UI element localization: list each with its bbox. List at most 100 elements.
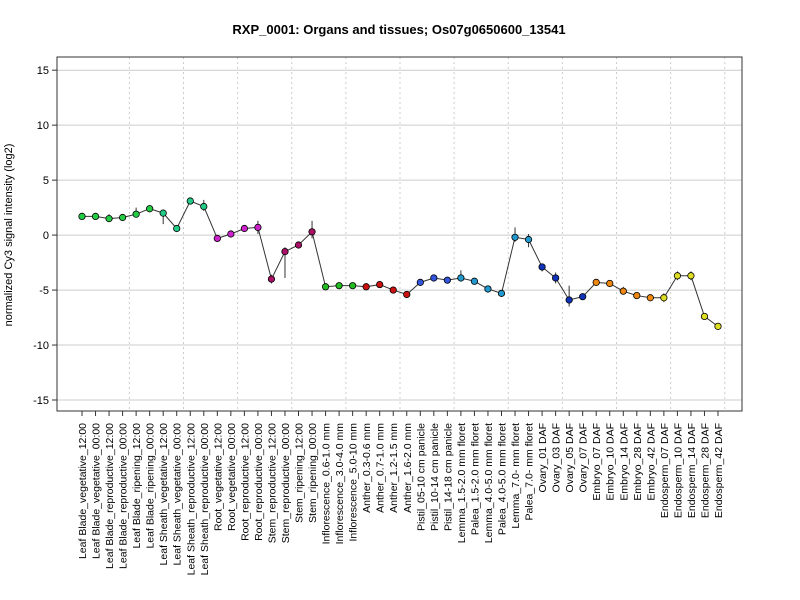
x-tick-label: Pistil_14-18 cm panicle: [442, 423, 454, 531]
data-point: [308, 228, 316, 236]
x-tick-label: Pistil_05-10 cm panicle: [415, 423, 427, 531]
data-point: [619, 287, 627, 295]
y-axis-label: normalized Cy3 signal intensity (log2): [3, 144, 15, 327]
x-tick-label: Root_reproductive_12:00: [239, 423, 251, 541]
data-point: [511, 233, 519, 241]
data-point: [349, 282, 357, 290]
x-tick-label: Leaf Sheath_vegetative_12:00: [158, 423, 170, 566]
data-point: [565, 296, 573, 304]
x-tick-label: Lemma_7.0- mm floret: [510, 423, 522, 529]
y-tick-label: -5: [39, 285, 49, 297]
data-point: [118, 213, 127, 222]
x-tick-label: Inflorescence_0.6-1.0 mm: [321, 423, 333, 545]
x-tick-label: Endosperm_14 DAF: [686, 423, 698, 518]
x-tick-label: Stem_ripening_00:00: [307, 423, 319, 523]
x-tick-label: Embryo_07 DAF: [591, 423, 603, 501]
x-tick-label: Leaf Sheath_reproductive_00:00: [199, 423, 211, 576]
data-point: [321, 283, 330, 291]
x-tick-label: Endosperm_28 DAF: [699, 423, 711, 518]
x-tick-label: Palea_1.5-2.0 mm floret: [469, 423, 481, 535]
y-tick-label: 0: [43, 230, 49, 242]
y-tick-label: 5: [43, 175, 49, 187]
x-tick-label: Endosperm_42 DAF: [713, 423, 725, 518]
x-tick-label: Embryo_10 DAF: [605, 423, 617, 501]
data-point: [430, 274, 438, 282]
data-point: [524, 235, 533, 244]
data-point: [673, 272, 682, 280]
x-tick-label: Stem_ripening_12:00: [294, 423, 306, 523]
data-point: [186, 197, 194, 205]
data-point: [538, 263, 546, 271]
data-point: [700, 312, 709, 321]
x-tick-label: Anther_0.3-0.6 mm: [361, 423, 373, 513]
data-point: [105, 215, 113, 223]
x-tick-label: Inflorescence_3.0-4.0 mm: [334, 423, 346, 545]
x-tick-label: Root_vegetative_00:00: [226, 423, 238, 531]
data-point: [335, 282, 343, 290]
y-axis: -15 -10 -5 0 5 10 15: [33, 65, 57, 407]
data-point: [687, 272, 695, 280]
data-point: [91, 212, 100, 221]
x-tick-label: Palea_4.0-5.0 mm floret: [496, 423, 508, 535]
y-tick-label: 15: [37, 65, 49, 77]
data-point: [78, 212, 86, 221]
data-point: [633, 291, 641, 300]
data-points: [78, 197, 722, 330]
data-point: [173, 224, 181, 233]
data-point: [294, 241, 303, 249]
data-point: [470, 277, 479, 285]
x-tick-label: Inflorescence_5.0-10 mm: [348, 423, 360, 542]
y-tick-label: -10: [33, 340, 49, 352]
x-tick-label: Root_reproductive_00:00: [253, 423, 265, 541]
x-tick-label: Leaf Sheath_reproductive_12:00: [185, 423, 197, 576]
x-tick-label: Leaf Blade_ripening_00:00: [145, 423, 157, 549]
x-tick-label: Leaf Blade_ripening_12:00: [131, 423, 143, 549]
x-tick-label: Stem_reproductive_00:00: [280, 423, 292, 543]
data-point: [146, 205, 154, 213]
x-tick-label: Anther_1.6-2.0 mm: [402, 423, 414, 513]
x-tick-label: Leaf Blade_reproductive_12:00: [104, 423, 116, 569]
x-tick-label: Anther_1.2-1.5 mm: [388, 423, 400, 513]
y-tick-label: -15: [33, 395, 49, 407]
data-point: [254, 223, 262, 232]
plot-frame: [56, 56, 743, 412]
x-tick-label: Ovary_05 DAF: [564, 423, 576, 492]
y-tick-label: 10: [37, 120, 49, 132]
data-point: [362, 283, 370, 291]
x-tick-label: Embryo_14 DAF: [618, 423, 630, 501]
data-point: [484, 285, 492, 293]
x-tick-label: Embryo_42 DAF: [645, 423, 657, 501]
x-tick-label: Lemma_1.5-2.0 mm floret: [456, 423, 468, 543]
x-tick-label: Leaf Blade_vegetative_12:00: [77, 423, 89, 559]
x-tick-label: Embryo_28 DAF: [632, 423, 644, 501]
data-point: [660, 294, 668, 302]
data-point: [552, 274, 560, 282]
data-point: [389, 286, 397, 294]
chart-title: RXP_0001: Organs and tissues; Os07g06506…: [232, 22, 565, 37]
x-tick-label: Endosperm_07 DAF: [659, 423, 671, 518]
data-point: [416, 278, 424, 286]
x-tick-label: Leaf Blade_vegetative_00:00: [91, 423, 103, 559]
data-point: [240, 224, 248, 233]
data-point: [227, 230, 235, 238]
x-tick-label: Ovary_01 DAF: [537, 423, 549, 492]
x-tick-label: Palea_7.0- mm floret: [524, 423, 536, 521]
data-point: [646, 294, 654, 302]
x-tick-label: Root_vegetative_12:00: [212, 423, 224, 531]
data-point: [403, 290, 411, 299]
x-tick-label: Endosperm_10 DAF: [672, 423, 684, 518]
data-point: [443, 276, 451, 284]
x-tick-label: Pistil_10-14 cm panicle: [429, 423, 441, 531]
data-point: [281, 247, 289, 256]
data-point: [579, 293, 587, 301]
data-point: [200, 202, 208, 211]
x-tick-label: Ovary_03 DAF: [551, 423, 563, 492]
x-tick-label: Anther_0.7-1.0 mm: [375, 423, 387, 513]
data-point: [376, 280, 384, 289]
data-point: [592, 278, 600, 286]
data-point: [606, 279, 614, 288]
data-point: [159, 209, 167, 217]
x-axis: Leaf Blade_vegetative_12:00 Leaf Blade_ve…: [77, 411, 725, 575]
x-tick-label: Stem_reproductive_12:00: [266, 423, 278, 543]
